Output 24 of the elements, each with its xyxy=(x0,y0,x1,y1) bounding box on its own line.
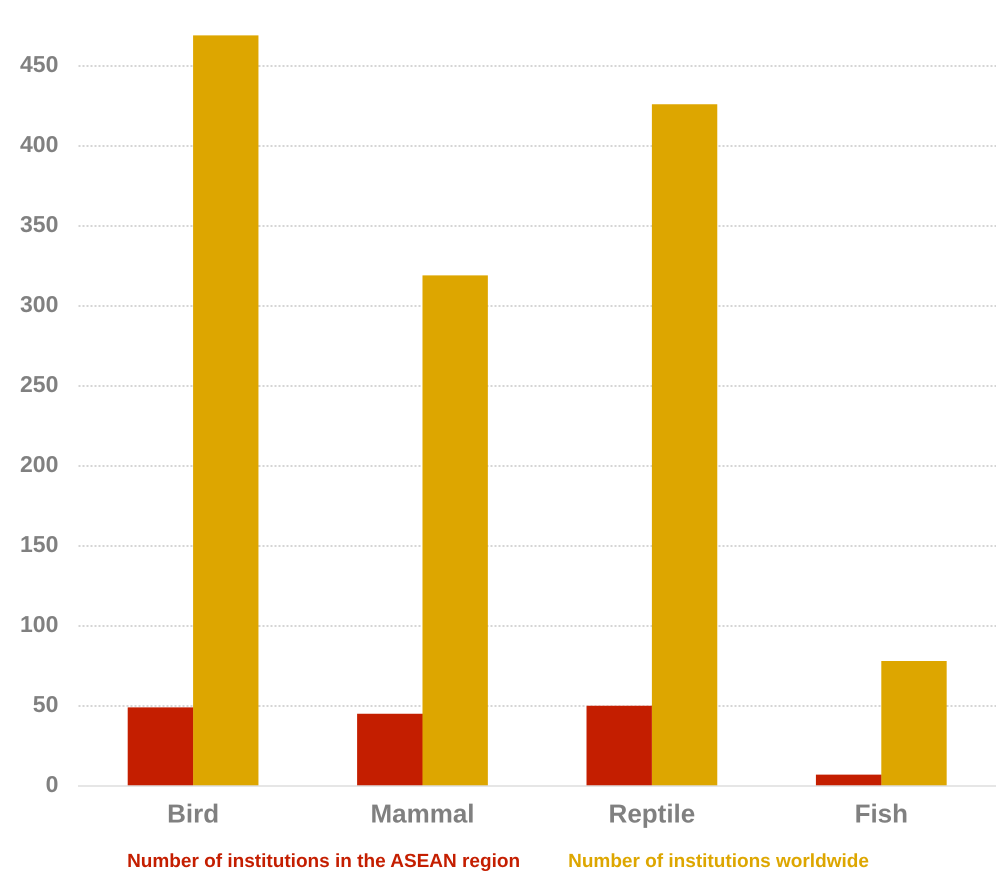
bar xyxy=(586,706,652,786)
bar xyxy=(816,774,882,786)
bar xyxy=(422,275,488,786)
y-tick-label: 200 xyxy=(20,451,58,478)
x-tick-label: Reptile xyxy=(608,798,696,829)
x-tick-label: Mammal xyxy=(370,798,475,829)
y-tick-label: 400 xyxy=(20,131,58,158)
text: Number of institutions in the ASEAN region xyxy=(127,851,520,873)
y-tick-label: 450 xyxy=(20,51,58,78)
y-tick-label: 250 xyxy=(20,371,58,398)
y-tick-label: 300 xyxy=(20,291,58,318)
bar xyxy=(128,707,194,786)
bar xyxy=(357,714,422,786)
x-tick-label: Bird xyxy=(167,798,220,829)
y-tick-label: 150 xyxy=(20,531,58,558)
bar xyxy=(881,661,947,786)
x-tick-label: Fish xyxy=(854,798,908,829)
y-tick-label: 100 xyxy=(20,611,58,638)
y-tick-label: 0 xyxy=(46,771,58,798)
bar xyxy=(652,104,718,786)
bar xyxy=(193,35,258,786)
y-tick-label: 50 xyxy=(32,691,58,718)
y-tick-label: 350 xyxy=(20,211,58,238)
text: Number of institutions worldwide xyxy=(568,851,869,873)
